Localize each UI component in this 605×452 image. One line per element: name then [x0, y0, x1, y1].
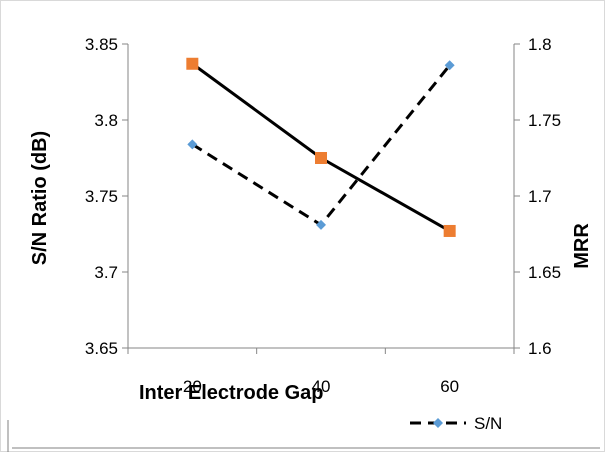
sn-point [444, 60, 455, 71]
y2-tick-label: 1.7 [528, 187, 552, 206]
x-tick-label: 60 [440, 377, 459, 396]
y-tick-label: 3.85 [85, 35, 118, 54]
y2-axis-title: MRR [571, 223, 593, 269]
y2-tick-label: 1.65 [528, 263, 561, 282]
legend: S/N [410, 414, 502, 433]
legend-marker [433, 418, 443, 428]
x-tick-label: 40 [312, 377, 331, 396]
x-axis-title: Inter Electrode Gap [139, 382, 324, 404]
x-tick-label: 20 [183, 377, 202, 396]
y2-tick-label: 1.6 [528, 339, 552, 358]
sn-point [187, 139, 198, 150]
y-tick-label: 3.8 [94, 111, 118, 130]
mrr-point [186, 57, 199, 70]
axes: 3.65 3.7 3.75 3.8 3.85 1.6 1.65 1.7 1.75 1.8 20 40 6… [85, 35, 561, 396]
y-tick-label: 3.65 [85, 339, 118, 358]
y2-tick-label: 1.8 [528, 35, 552, 54]
y-axis-title: S/N Ratio (dB) [29, 131, 51, 265]
y-tick-label: 3.75 [85, 187, 118, 206]
mrr-point [315, 152, 327, 164]
legend-label: S/N [474, 414, 502, 433]
sn-point [316, 219, 326, 230]
y2-tick-label: 1.75 [528, 111, 561, 130]
mrr-point [443, 224, 456, 237]
y-tick-label: 3.7 [94, 263, 118, 282]
series-layer [186, 57, 456, 237]
